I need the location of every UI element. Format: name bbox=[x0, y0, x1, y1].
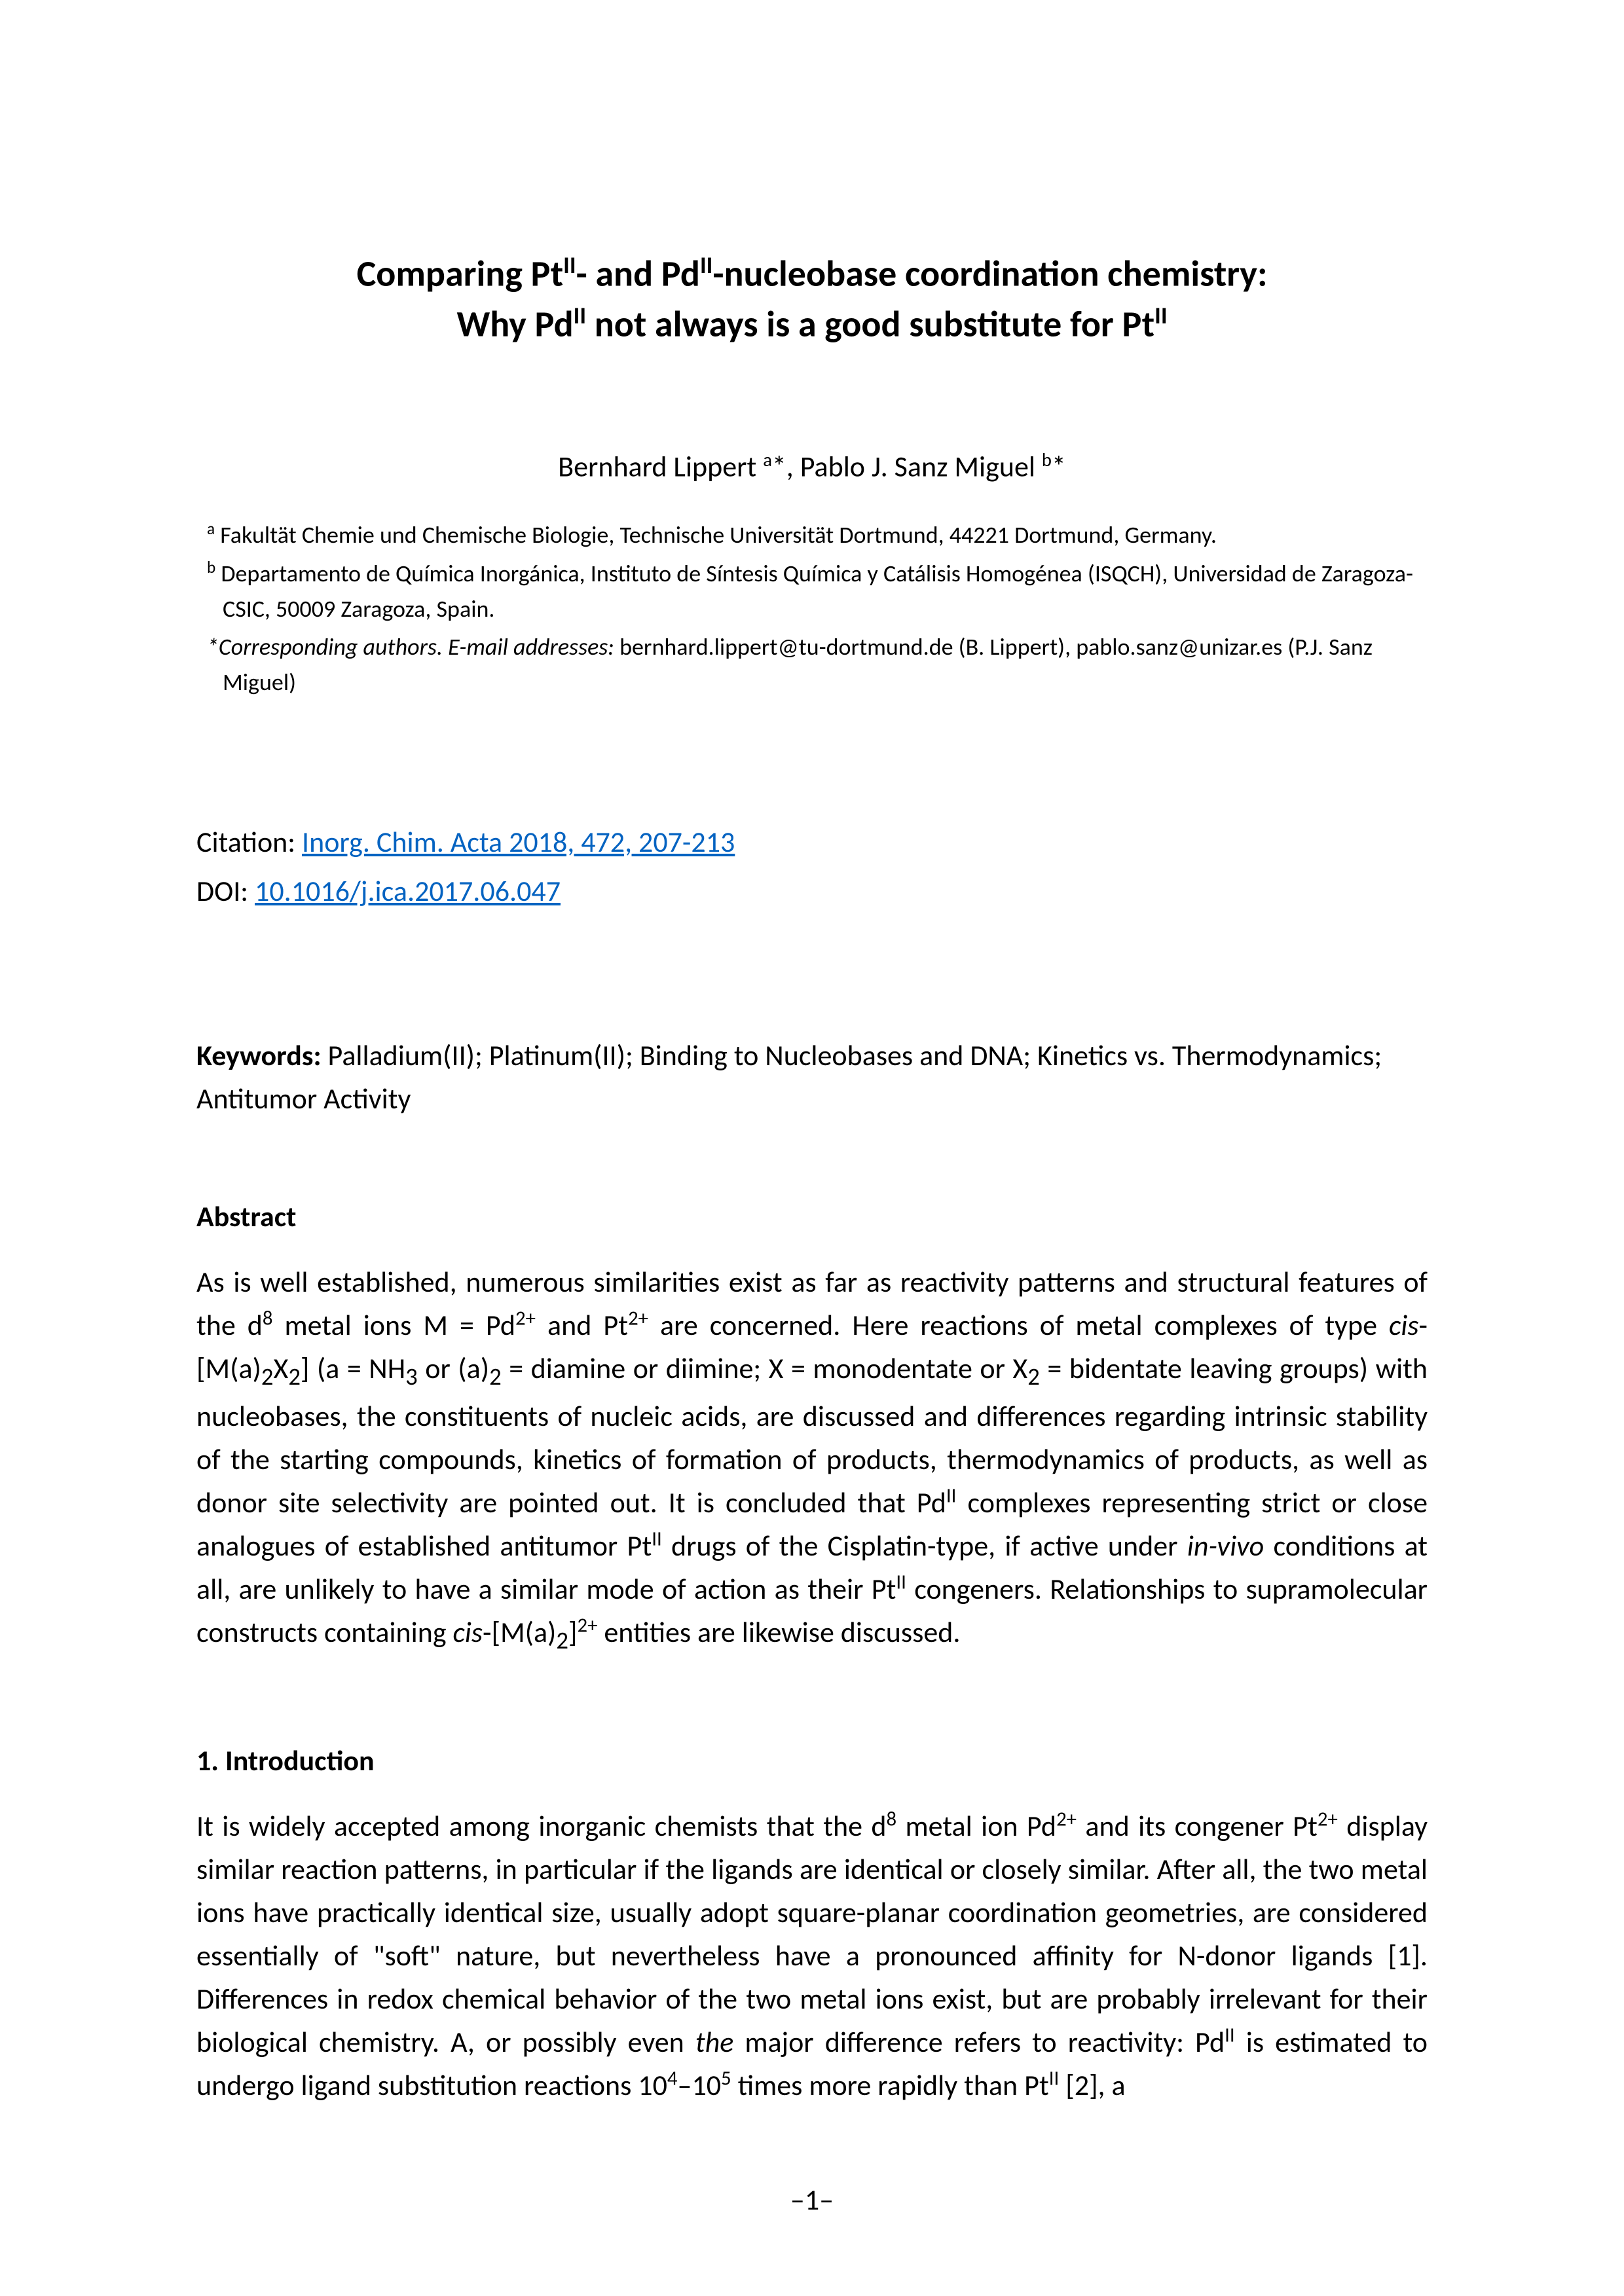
page-number: –1– bbox=[0, 2182, 1624, 2217]
title-text: not always is a good substitute for Pt bbox=[586, 302, 1154, 347]
author-mark: * bbox=[1052, 448, 1066, 484]
title-sup: II bbox=[574, 301, 586, 330]
abstract-heading: Abstract bbox=[196, 1199, 1428, 1234]
author-affil-sup: a bbox=[763, 448, 772, 471]
author-name: Pablo J. Sanz Miguel bbox=[800, 448, 1042, 484]
affiliation-b: b Departamento de Química Inorgánica, In… bbox=[196, 555, 1428, 627]
title-sup: II bbox=[1154, 301, 1167, 330]
citation-block: Citation: Inorg. Chim. Acta 2018, 472, 2… bbox=[196, 818, 1428, 916]
author-name: Bernhard Lippert bbox=[558, 448, 763, 484]
title-sup: II bbox=[563, 250, 576, 280]
keywords-text: Palladium(II); Platinum(II); Binding to … bbox=[196, 1038, 1382, 1116]
keywords-label: Keywords: bbox=[196, 1038, 328, 1073]
affiliations-block: a Fakultät Chemie und Chemische Biologie… bbox=[196, 517, 1428, 700]
citation-label: Citation: bbox=[196, 824, 302, 860]
citation-link[interactable]: Inorg. Chim. Acta 2018, 472, 207-213 bbox=[302, 824, 735, 860]
title-sup: II bbox=[700, 250, 712, 280]
affil-text: Departamento de Química Inorgánica, Inst… bbox=[215, 559, 1413, 623]
title-text: Why Pd bbox=[456, 302, 573, 347]
authors-line: Bernhard Lippert a*, Pablo J. Sanz Migue… bbox=[196, 448, 1428, 484]
abstract-text: As is well established, numerous similar… bbox=[196, 1260, 1428, 1658]
title-text: -nucleobase coordination chemistry: bbox=[712, 252, 1267, 297]
title-text: Comparing Pt bbox=[357, 252, 564, 297]
paper-title: Comparing PtII- and PdII-nucleobase coor… bbox=[196, 249, 1428, 350]
title-text: - and Pd bbox=[576, 252, 700, 297]
corresponding-label: *Corresponding authors. E-mail addresses… bbox=[207, 632, 619, 661]
author-affil-sup: b bbox=[1042, 448, 1052, 471]
corresponding-authors: *Corresponding authors. E-mail addresses… bbox=[196, 629, 1428, 700]
introduction-text: It is widely accepted among inorganic ch… bbox=[196, 1804, 1428, 2107]
citation-line: Citation: Inorg. Chim. Acta 2018, 472, 2… bbox=[196, 818, 1428, 867]
author-mark: *, bbox=[772, 448, 800, 484]
affiliation-a: a Fakultät Chemie und Chemische Biologie… bbox=[196, 517, 1428, 553]
introduction-heading: 1. Introduction bbox=[196, 1743, 1428, 1778]
doi-label: DOI: bbox=[196, 873, 255, 909]
doi-line: DOI: 10.1016/j.ica.2017.06.047 bbox=[196, 867, 1428, 916]
doi-link[interactable]: 10.1016/j.ica.2017.06.047 bbox=[255, 873, 561, 909]
affil-sup: b bbox=[207, 557, 215, 577]
affil-sup: a bbox=[207, 519, 215, 539]
affil-text: Fakultät Chemie und Chemische Biologie, … bbox=[215, 520, 1217, 549]
keywords-block: Keywords: Palladium(II); Platinum(II); B… bbox=[196, 1034, 1428, 1120]
